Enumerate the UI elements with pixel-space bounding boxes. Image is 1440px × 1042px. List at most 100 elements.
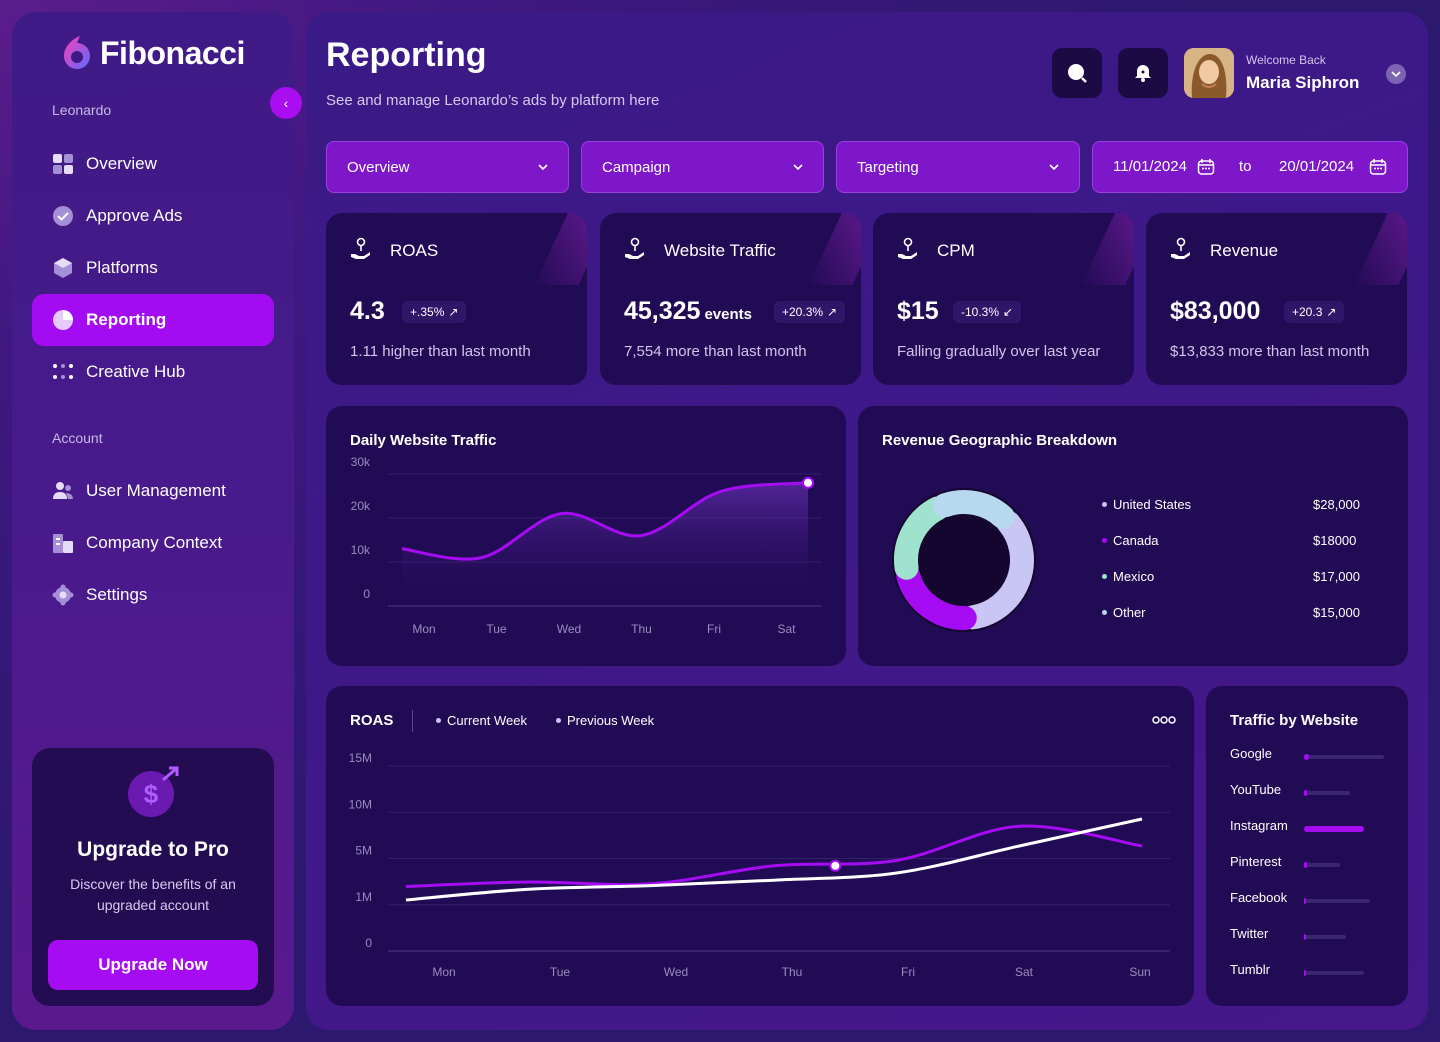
stat-change-badge: +20.3 ↗ — [1284, 301, 1345, 323]
chart-title: Traffic by Website — [1230, 712, 1359, 729]
x-tick-label: Mon — [412, 622, 435, 636]
stat-note: 1.11 higher than last month — [350, 343, 531, 360]
traffic-bar — [1304, 862, 1307, 868]
legend-previous-week[interactable]: Previous Week — [556, 713, 654, 728]
stat-card-roas: ROAS 4.3 +.35% ↗ 1.11 higher than last mo… — [326, 213, 587, 385]
traffic-by-website-panel: Traffic by Website Google YouTube Instagra… — [1206, 686, 1408, 1006]
legend-current-week[interactable]: Current Week — [436, 713, 527, 728]
search-icon — [1068, 64, 1087, 83]
current-week-line — [405, 824, 1143, 888]
workspace-label: Leonardo — [52, 102, 112, 118]
arrow-down-left-icon: ↙ — [1003, 305, 1014, 319]
upgrade-card: $ Upgrade to Pro Discover the benefits o… — [32, 748, 274, 1006]
cube-icon — [52, 257, 74, 279]
traffic-bar-track — [1304, 755, 1384, 759]
chevron-down-icon — [538, 164, 548, 170]
traffic-bar-track — [1304, 935, 1346, 939]
filter-label: Targeting — [857, 158, 919, 176]
traffic-row-label: Tumblr — [1230, 962, 1270, 977]
x-tick-label: Fri — [901, 965, 915, 979]
card-decoration — [808, 213, 861, 285]
donut-slice-united-states — [960, 510, 1034, 630]
user-menu-dropdown[interactable] — [1386, 64, 1406, 84]
stat-change-badge: +20.3% ↗ — [774, 301, 846, 323]
building-icon — [52, 532, 74, 554]
page-title: Reporting — [326, 36, 487, 74]
more-options-icon[interactable] — [1152, 716, 1176, 724]
sidebar-item-label: Creative Hub — [86, 362, 186, 381]
svg-text:$: $ — [144, 779, 159, 809]
x-tick-label: Fri — [707, 622, 721, 636]
traffic-bar — [1304, 898, 1306, 904]
avatar[interactable] — [1184, 48, 1234, 98]
revenue-geo-panel: Revenue Geographic Breakdown United Stat… — [858, 406, 1408, 666]
check-circle-icon — [52, 205, 74, 227]
campaign-filter-dropdown[interactable]: Campaign — [581, 141, 824, 193]
sidebar-item-user-management[interactable]: User Management — [32, 465, 274, 517]
filter-label: Campaign — [602, 158, 671, 176]
traffic-row-pinterest: Pinterest — [1230, 854, 1390, 874]
stat-value: $15 — [897, 297, 939, 325]
sidebar-item-reporting[interactable]: Reporting — [32, 294, 274, 346]
y-tick-label: 20k — [351, 499, 371, 513]
calendar-icon[interactable] — [1369, 158, 1387, 176]
arrow-up-right-icon: ↗ — [827, 305, 838, 319]
sidebar-item-label: Company Context — [86, 533, 223, 552]
traffic-row-label: Pinterest — [1230, 854, 1282, 869]
date-from[interactable]: 11/01/2024 — [1113, 158, 1187, 175]
sidebar-item-settings[interactable]: Settings — [32, 569, 274, 621]
legend-dot — [1102, 538, 1107, 543]
stat-note: 7,554 more than last month — [624, 343, 807, 360]
stat-change-badge: +.35% ↗ — [402, 301, 467, 323]
upgrade-now-button[interactable]: Upgrade Now — [48, 940, 258, 990]
upgrade-title: Upgrade to Pro — [77, 838, 229, 861]
grid-icon — [52, 153, 74, 175]
card-decoration — [1081, 213, 1134, 285]
logo[interactable]: Fibonacci — [60, 34, 245, 72]
legend-value: $28,000 — [1313, 497, 1360, 512]
calendar-icon[interactable] — [1197, 158, 1215, 176]
y-tick-label: 0 — [363, 587, 370, 601]
date-to[interactable]: 20/01/2024 — [1279, 158, 1355, 175]
users-icon — [52, 480, 74, 502]
sidebar-item-company-context[interactable]: Company Context — [32, 517, 274, 569]
legend-value: $17,000 — [1313, 569, 1360, 584]
legend-value: $15,000 — [1313, 605, 1360, 620]
search-button[interactable] — [1052, 48, 1102, 98]
date-range-picker[interactable]: 11/01/2024 to 20/01/2024 — [1092, 141, 1408, 193]
sidebar-item-platforms[interactable]: Platforms — [32, 242, 274, 294]
hand-coin-icon — [1171, 237, 1190, 259]
upgrade-description: Discover the benefits of an upgraded acc… — [70, 876, 236, 913]
sidebar: Fibonacci ‹ Leonardo Overview Approve Ad… — [12, 12, 302, 1030]
date-separator: to — [1239, 158, 1252, 175]
sidebar-item-creative-hub[interactable]: Creative Hub — [32, 346, 274, 398]
legend-united-states: United States — [1102, 497, 1191, 512]
chevron-down-icon — [1049, 164, 1059, 170]
fibonacci-logo-icon — [64, 36, 90, 69]
x-tick-label: Mon — [432, 965, 455, 979]
notifications-button[interactable] — [1118, 48, 1168, 98]
user-avatar-icon — [1184, 48, 1234, 98]
sidebar-item-overview[interactable]: Overview — [32, 138, 274, 190]
sidebar-item-label: Overview — [86, 154, 157, 173]
chevron-left-icon: ‹ — [283, 95, 289, 111]
x-tick-label: Wed — [664, 965, 688, 979]
overview-filter-dropdown[interactable]: Overview — [326, 141, 569, 193]
y-tick-label: 0 — [365, 936, 372, 950]
targeting-filter-dropdown[interactable]: Targeting — [836, 141, 1080, 193]
traffic-bar — [1304, 790, 1307, 796]
legend-dot — [556, 718, 561, 723]
gear-icon — [52, 584, 74, 606]
stat-card-revenue: Revenue $83,000 +20.3 ↗ $13,833 more than… — [1146, 213, 1407, 385]
chevron-down-icon — [793, 164, 803, 170]
sidebar-item-approve-ads[interactable]: Approve Ads — [32, 190, 274, 242]
stat-card-website-traffic: Website Traffic 45,325 events +20.3% ↗ 7,5… — [600, 213, 861, 385]
traffic-row-google: Google — [1230, 746, 1390, 766]
card-decoration — [534, 213, 587, 285]
collapse-sidebar-button[interactable]: ‹ — [270, 87, 302, 119]
chart-title: ROAS — [350, 712, 394, 729]
sidebar-item-label: User Management — [86, 481, 226, 500]
stat-label: CPM — [937, 241, 975, 260]
data-point — [802, 476, 814, 489]
divider — [412, 710, 413, 732]
